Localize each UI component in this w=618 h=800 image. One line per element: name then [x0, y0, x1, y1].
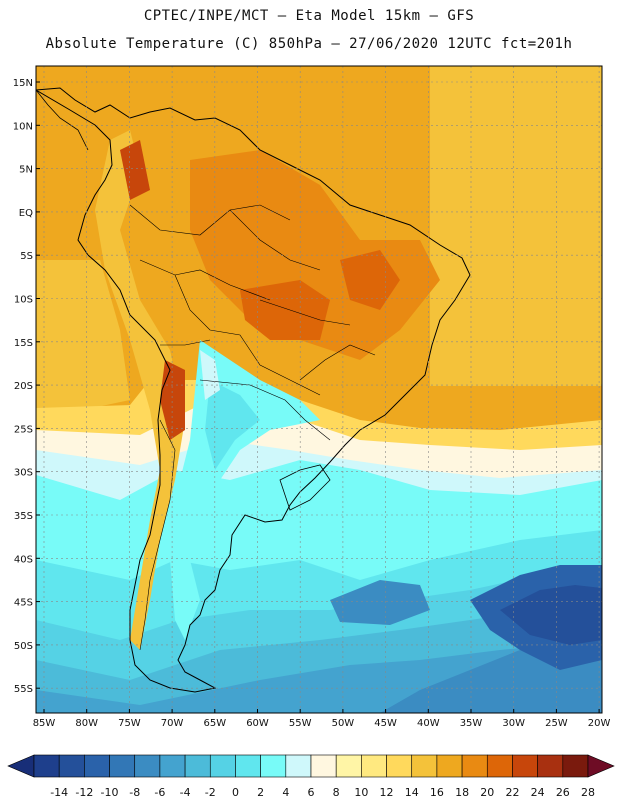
colorbar-label: 16	[430, 786, 444, 799]
lon-label: 85W	[33, 718, 56, 729]
lat-label: 30S	[14, 468, 33, 479]
colorbar-label: 12	[380, 786, 394, 799]
colorbar-segment	[512, 754, 538, 778]
colorbar-label: 10	[354, 786, 368, 799]
lon-label: 20W	[588, 718, 611, 729]
colorbar-min-arrow	[7, 754, 35, 778]
lat-label: 10N	[13, 121, 33, 132]
colorbar-label: 20	[480, 786, 494, 799]
colorbar-label: -6	[154, 786, 165, 799]
colorbar-label: -2	[205, 786, 216, 799]
lon-label: 80W	[75, 718, 98, 729]
latitude-labels: 15N 10N 5N EQ 5S 10S 15S 20S 25S 30S 35S 40S 45S 50S 5…	[13, 78, 40, 695]
colorbar-label: 14	[405, 786, 419, 799]
colorbar-label: 2	[257, 786, 264, 799]
colorbar-segment	[58, 754, 85, 778]
lat-label: 5N	[19, 165, 33, 176]
lon-label: 45W	[374, 718, 397, 729]
colorbar-label: 0	[232, 786, 239, 799]
lat-label: 5S	[20, 251, 33, 262]
lat-label: 50S	[14, 641, 33, 652]
colorbar-segment	[335, 754, 362, 778]
colorbar-label: 28	[581, 786, 595, 799]
colorbar-segment	[461, 754, 488, 778]
lon-label: 30W	[502, 718, 525, 729]
colorbar-segment	[537, 754, 564, 778]
lat-label: 25S	[14, 424, 33, 435]
colorbar-label: 18	[455, 786, 469, 799]
colorbar-label: 8	[333, 786, 340, 799]
longitude-labels: 85W 80W 75W 70W 65W 60W 55W 50W 45W 40W 35W 30W 25W 2…	[33, 709, 611, 729]
lat-label: EQ	[19, 208, 33, 219]
lat-label: 10S	[14, 295, 33, 306]
colorbar-label: -10	[101, 786, 119, 799]
colorbar-segment	[184, 754, 211, 778]
colorbar-label: -4	[180, 786, 191, 799]
colorbar-segment	[109, 754, 136, 778]
colorbar-label: 26	[556, 786, 570, 799]
colorbar-segment	[84, 754, 110, 778]
colorbar-segment	[411, 754, 438, 778]
coastlines	[36, 87, 471, 693]
colorbar-segment	[361, 754, 387, 778]
colorbar-segment	[436, 754, 463, 778]
title-line-2: Absolute Temperature (C) 850hPa – 27/06/…	[45, 36, 573, 52]
lat-label: 15S	[14, 338, 33, 349]
lat-label: 45S	[14, 598, 33, 609]
graticule	[36, 66, 602, 713]
lat-label: 15N	[13, 78, 33, 89]
lon-label: 75W	[118, 718, 141, 729]
colorbar-segment	[285, 754, 312, 778]
lon-label: 60W	[246, 718, 269, 729]
colorbar-label: 24	[531, 786, 545, 799]
plot-frame	[35, 65, 603, 714]
colorbar-label: -8	[129, 786, 140, 799]
colorbar-label: 4	[282, 786, 289, 799]
title-line-1: CPTEC/INPE/MCT – Eta Model 15km – GFS	[143, 8, 475, 24]
lon-label: 40W	[417, 718, 440, 729]
colorbar-segment	[159, 754, 186, 778]
colorbar-segment	[33, 754, 60, 778]
colorbar-label: -12	[75, 786, 93, 799]
colorbar-max-arrow	[587, 754, 615, 778]
lon-label: 50W	[332, 718, 355, 729]
colorbar-segment	[386, 754, 413, 778]
lon-label: 35W	[460, 718, 483, 729]
colorbar-label: -14	[50, 786, 68, 799]
colorbar-label: 22	[505, 786, 519, 799]
lon-label: 25W	[545, 718, 568, 729]
colorbar-segment	[209, 754, 236, 778]
lat-label: 20S	[14, 381, 33, 392]
lon-label: 55W	[289, 718, 312, 729]
colorbar-segment	[134, 754, 161, 778]
colorbar-segment	[486, 754, 513, 778]
temperature-field	[36, 66, 602, 713]
lat-label: 40S	[14, 554, 33, 565]
colorbar-segment	[235, 754, 261, 778]
lon-label: 70W	[161, 718, 184, 729]
lon-label: 65W	[203, 718, 226, 729]
colorbar-label: 6	[308, 786, 315, 799]
colorbar-segment	[310, 754, 337, 778]
colorbar-segment	[562, 754, 589, 778]
lat-label: 55S	[14, 684, 33, 695]
lat-label: 35S	[14, 511, 33, 522]
colorbar: -14 -12 -10 -8 -6 -4 -2 0 2 4 6 8 10 12 14 16 18 20 22 24 26…	[7, 754, 615, 799]
colorbar-segment	[260, 754, 287, 778]
